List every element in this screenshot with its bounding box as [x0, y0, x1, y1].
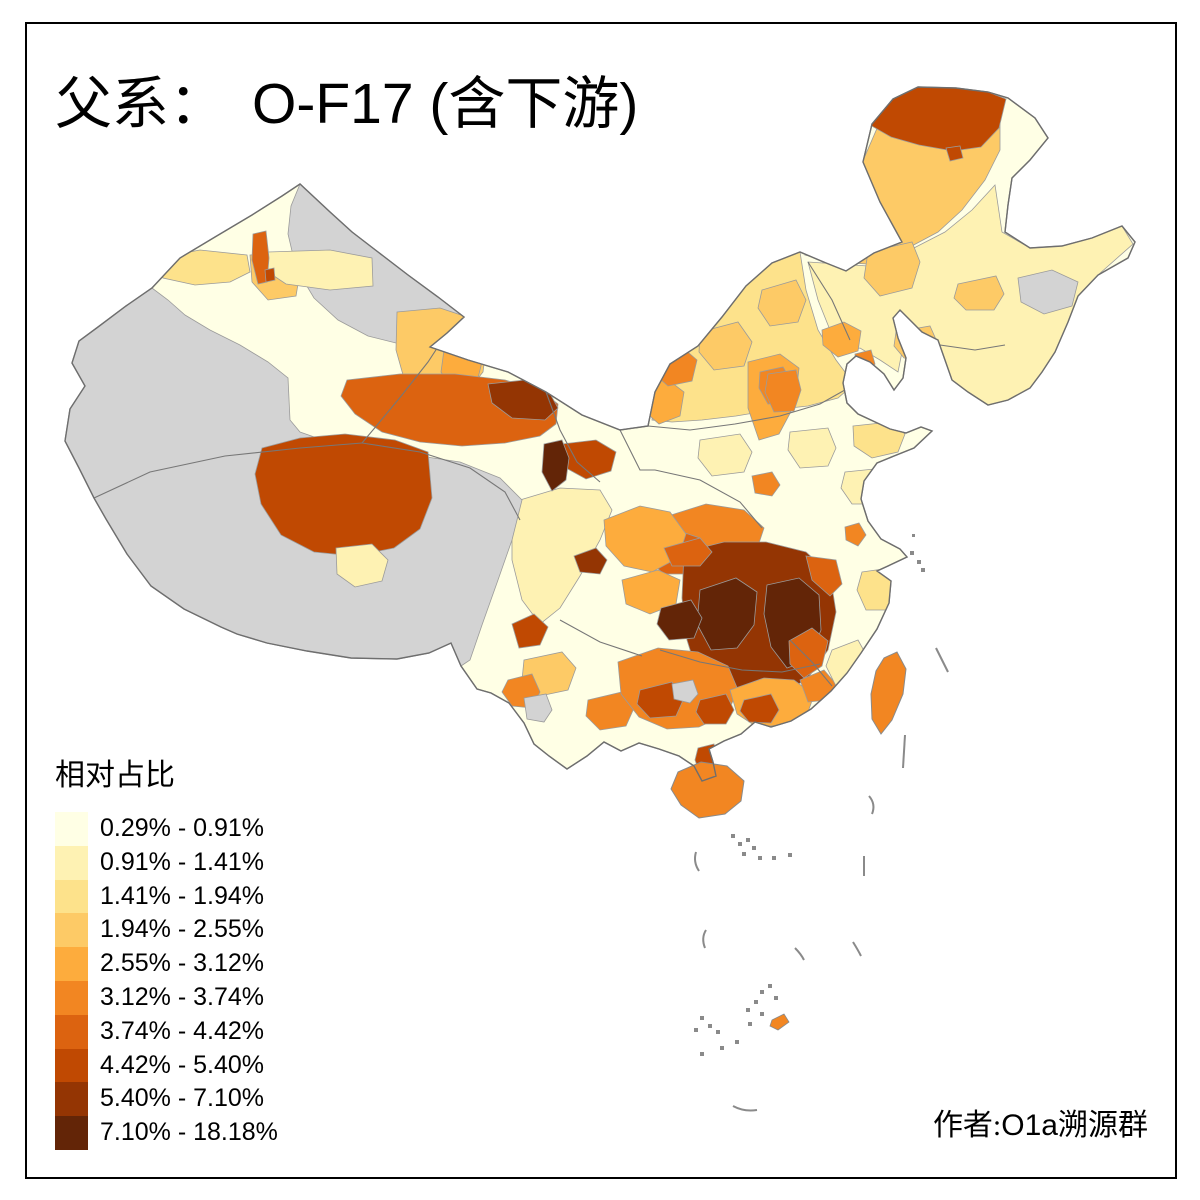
legend-row: 0.29% - 0.91% — [55, 812, 278, 846]
region-core-fringe-a — [663, 537, 713, 567]
legend-label: 3.12% - 3.74% — [100, 982, 264, 1011]
legend-row: 4.42% - 5.40% — [55, 1048, 278, 1083]
plot-frame — [25, 22, 1177, 1179]
region-im-east-b — [757, 279, 807, 327]
legend-label: 0.91% - 1.41% — [100, 847, 264, 876]
region-mohe-dot — [945, 145, 964, 162]
legend-swatch — [55, 812, 88, 846]
region-ncp-a — [787, 427, 837, 469]
legend-row: 5.40% - 7.10% — [55, 1082, 278, 1117]
legend-label: 5.40% - 7.10% — [100, 1084, 264, 1113]
region-nagqu — [254, 433, 433, 557]
legend-row: 7.10% - 18.18% — [55, 1116, 278, 1150]
legend-label: 2.55% - 3.12% — [100, 949, 264, 978]
title-suffix-zh: 含下游 — [448, 73, 620, 136]
region-taiwan — [870, 651, 907, 735]
region-im-east-a — [698, 321, 753, 371]
region-ncp-c — [697, 433, 753, 477]
legend: 相对占比 0.29% - 0.91% 0.91% - 1.41% 1.41% - 1… — [55, 750, 278, 1150]
region-guangdong-dark — [739, 693, 780, 724]
region-fujian-inland — [788, 627, 829, 679]
region-hunan-dark — [696, 577, 758, 651]
legend-swatch — [55, 879, 88, 914]
legend-label: 1.94% - 2.55% — [100, 915, 264, 944]
legend-label: 4.42% - 5.40% — [100, 1050, 264, 1079]
legend-rows: 0.29% - 0.91% 0.91% - 1.41% 1.41% - 1.94% 1… — [55, 812, 278, 1150]
legend-label: 0.29% - 0.91% — [100, 814, 264, 842]
legend-swatch — [55, 1014, 88, 1049]
region-ne-nodata — [1017, 269, 1079, 315]
region-spratly-islet — [769, 1013, 790, 1031]
sea-islets-and-dashes — [694, 534, 925, 1056]
region-sichuan-west — [511, 487, 613, 625]
legend-label: 7.10% - 18.18% — [100, 1118, 278, 1147]
legend-row: 1.41% - 1.94% — [55, 879, 278, 914]
legend-swatch — [55, 845, 88, 880]
region-anhui-patch — [844, 522, 867, 547]
legend-swatch — [55, 947, 88, 981]
title-haplogroup: O-F17 ( — [252, 72, 449, 136]
region-sichuan-dark — [573, 547, 608, 575]
legend-row: 3.12% - 3.74% — [55, 980, 278, 1015]
caption-latin: O1a — [1001, 1109, 1058, 1142]
region-gannan — [541, 439, 570, 492]
legend-swatch — [55, 1082, 88, 1117]
legend-swatch — [55, 1048, 88, 1083]
province-boundaries — [93, 261, 1006, 687]
region-ne-patch-a — [863, 241, 921, 297]
legend-label: 1.41% - 1.94% — [100, 881, 264, 910]
region-guangxi-dark-b — [695, 693, 735, 725]
legend-row: 3.74% - 4.42% — [55, 1014, 278, 1049]
caption-prefix: 作者: — [932, 1109, 1002, 1142]
region-shihezi-dot — [264, 267, 276, 283]
author-caption: 作者:O1a溯源群 — [933, 1100, 1148, 1144]
legend-label: 3.74% - 4.42% — [100, 1016, 264, 1045]
map-title: 父系： O-F17 (含下游) — [55, 58, 638, 140]
region-lijiang — [511, 613, 549, 649]
region-beijing — [821, 321, 862, 358]
title-close: ) — [619, 72, 639, 136]
legend-swatch — [55, 1116, 88, 1150]
legend-row: 1.94% - 2.55% — [55, 913, 278, 948]
legend-swatch — [55, 980, 88, 1015]
caption-suffix: 溯源群 — [1058, 1109, 1148, 1142]
region-yunnan-nodata — [523, 693, 553, 723]
legend-row: 2.55% - 3.12% — [55, 947, 278, 981]
legend-title: 相对占比 — [55, 759, 175, 792]
region-tibet-pale — [335, 543, 389, 588]
region-hebei-south — [764, 369, 802, 413]
region-qiandongnan — [656, 599, 703, 641]
legend-swatch — [55, 913, 88, 948]
legend-row: 0.91% - 1.41% — [55, 845, 278, 880]
region-guangxi-dark-a — [636, 681, 685, 719]
region-ne-patch-b — [953, 275, 1005, 311]
maritime-dash-lines — [694, 647, 949, 1112]
region-core-fringe-b — [805, 555, 843, 597]
title-prefix: 父系： — [55, 73, 226, 136]
region-guangxi-nodata — [671, 679, 699, 704]
region-henan-patch — [751, 471, 781, 497]
